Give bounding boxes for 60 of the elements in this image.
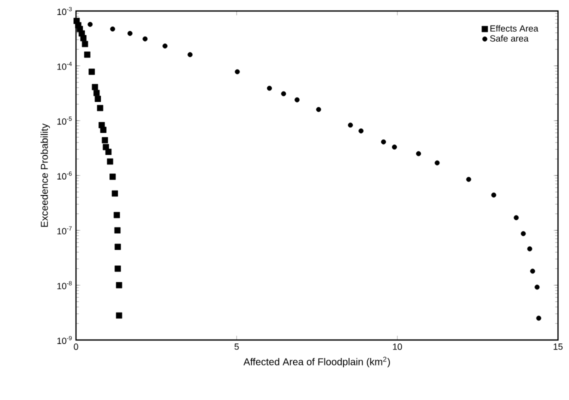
point (491, 192, 496, 198)
y-tick-label: 10$^{-6}$ (57, 171, 72, 180)
point (105, 148, 112, 155)
point (127, 30, 132, 36)
legend-label: Safe area (490, 35, 529, 42)
point (106, 158, 114, 165)
y-tick-label: 10$^{-9}$ (57, 336, 72, 344)
point (466, 176, 472, 182)
point (520, 231, 526, 236)
point (116, 282, 122, 288)
point (142, 36, 148, 42)
point (110, 26, 116, 32)
point (416, 151, 422, 156)
x-axis-title: Affected Area of Floodplain (km$^{2}$) (243, 356, 390, 368)
y-tick-label: 10$^{-5}$ (57, 116, 72, 125)
point (114, 227, 121, 234)
point (114, 212, 120, 218)
point (92, 84, 98, 90)
x-tick-label: 5 (234, 344, 239, 350)
point (281, 91, 286, 96)
point (392, 144, 397, 150)
point (358, 128, 364, 134)
point (100, 126, 106, 133)
point (110, 174, 116, 180)
point (527, 246, 532, 252)
y-tick-label: 10$^{-8}$ (57, 281, 72, 290)
point (266, 86, 272, 91)
point (162, 44, 168, 48)
point (84, 52, 90, 58)
x-tick-label: 10 (393, 344, 402, 350)
point (188, 52, 193, 58)
x-tick-label: 0 (74, 344, 78, 350)
point (294, 97, 300, 102)
point (536, 316, 542, 321)
point (348, 122, 353, 128)
legend-label: Effects Area (490, 25, 538, 32)
point (97, 104, 104, 112)
point (434, 160, 440, 166)
point (82, 40, 88, 48)
point (94, 96, 101, 102)
point (80, 35, 86, 42)
y-tick-label: 10$^{-7}$ (57, 226, 72, 234)
point (114, 244, 121, 250)
point (534, 284, 540, 290)
point (88, 68, 95, 75)
point (93, 90, 100, 96)
y-axis-title: Exceedence Probability (40, 123, 50, 227)
point (514, 215, 519, 220)
point (234, 69, 240, 74)
point (114, 266, 121, 272)
point (316, 106, 322, 112)
point (116, 312, 122, 319)
x-tick-label: 15 (554, 344, 563, 350)
point (102, 137, 108, 144)
point (112, 190, 118, 197)
point (88, 22, 93, 27)
y-tick-label: 10$^{-3}$ (57, 6, 72, 16)
point (381, 139, 386, 144)
point (530, 268, 536, 274)
y-tick-label: 10$^{-4}$ (57, 62, 72, 70)
